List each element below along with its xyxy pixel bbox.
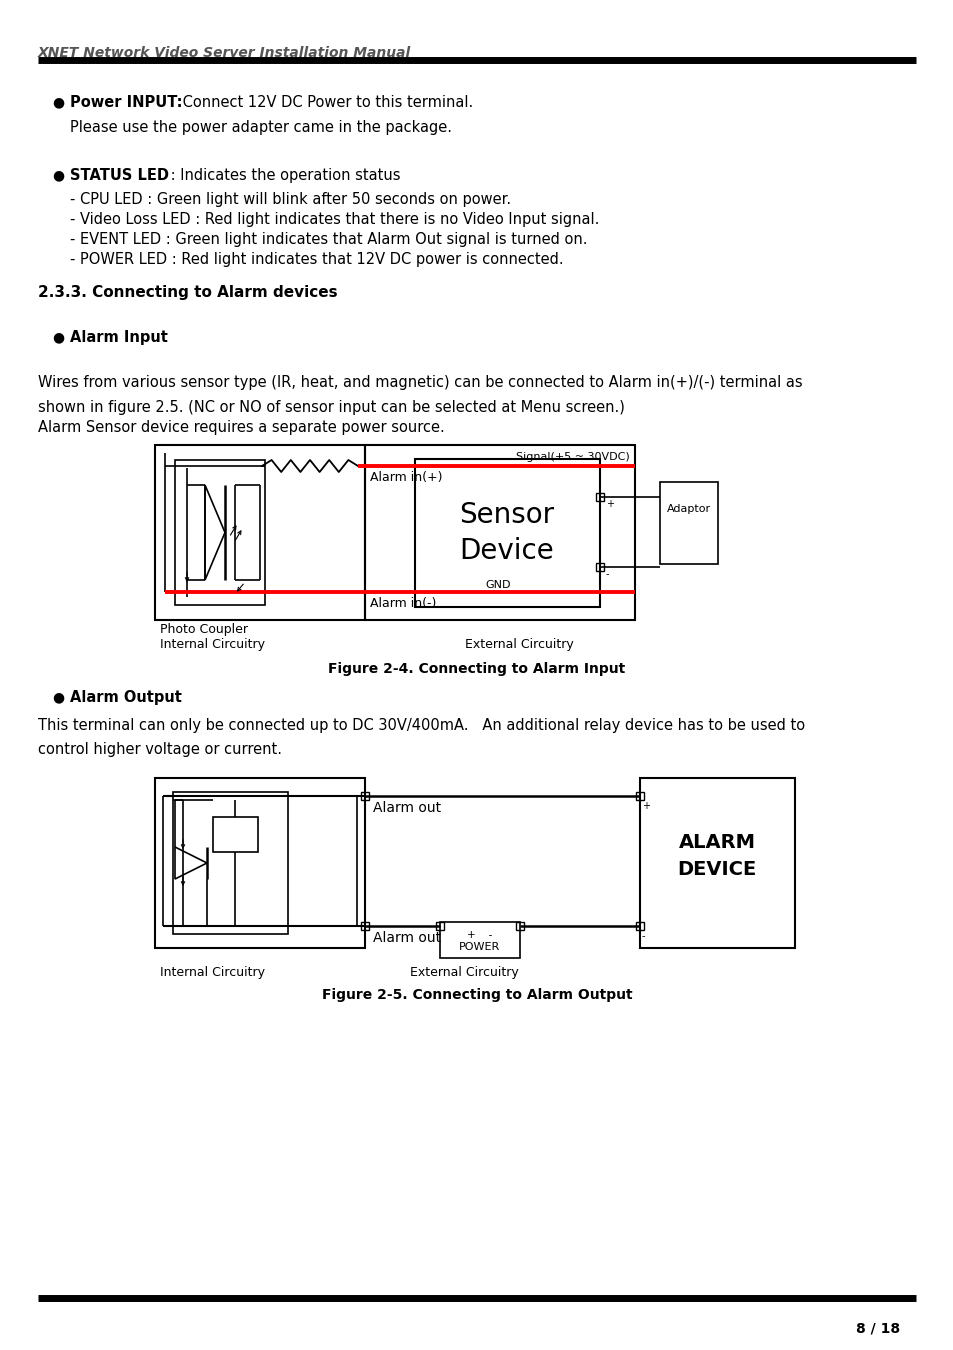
Bar xyxy=(596,493,603,501)
Text: control higher voltage or current.: control higher voltage or current. xyxy=(38,743,282,757)
Bar xyxy=(636,792,643,801)
Bar xyxy=(360,792,369,801)
Text: POWER: POWER xyxy=(459,942,500,952)
Bar xyxy=(154,778,365,948)
Text: Alarm Sensor device requires a separate power source.: Alarm Sensor device requires a separate … xyxy=(38,420,444,435)
Bar xyxy=(516,922,523,930)
Text: -: - xyxy=(605,568,609,579)
Text: Photo Coupler: Photo Coupler xyxy=(160,622,248,636)
Text: Device: Device xyxy=(459,537,554,566)
Text: ●: ● xyxy=(52,95,64,109)
Bar xyxy=(636,922,643,930)
Bar xyxy=(172,792,288,934)
Text: shown in figure 2.5. (NC or NO of sensor input can be selected at Menu screen.): shown in figure 2.5. (NC or NO of sensor… xyxy=(38,400,624,414)
Text: Power INPUT:: Power INPUT: xyxy=(70,95,182,109)
Text: Adaptor: Adaptor xyxy=(666,504,710,514)
Text: - POWER LED : Red light indicates that 12V DC power is connected.: - POWER LED : Red light indicates that 1… xyxy=(70,252,563,267)
Text: Figure 2-5. Connecting to Alarm Output: Figure 2-5. Connecting to Alarm Output xyxy=(321,988,632,1002)
Bar xyxy=(213,817,257,852)
Text: ALARM: ALARM xyxy=(678,833,755,852)
Text: +: + xyxy=(605,500,614,509)
Bar xyxy=(360,922,369,930)
Bar xyxy=(639,778,794,948)
Text: Alarm Output: Alarm Output xyxy=(70,690,182,705)
Text: GND: GND xyxy=(484,580,510,590)
Text: Please use the power adapter came in the package.: Please use the power adapter came in the… xyxy=(70,120,452,135)
Text: This terminal can only be connected up to DC 30V/400mA.   An additional relay de: This terminal can only be connected up t… xyxy=(38,718,804,733)
Bar xyxy=(415,459,599,608)
Text: Alarm in(-): Alarm in(-) xyxy=(370,597,436,610)
Text: -: - xyxy=(641,931,645,941)
Text: - Video Loss LED : Red light indicates that there is no Video Input signal.: - Video Loss LED : Red light indicates t… xyxy=(70,212,598,227)
Text: Internal Circuitry: Internal Circuitry xyxy=(160,967,265,979)
Text: External Circuitry: External Circuitry xyxy=(464,639,573,651)
Text: Wires from various sensor type (IR, heat, and magnetic) can be connected to Alar: Wires from various sensor type (IR, heat… xyxy=(38,375,801,390)
Text: DEVICE: DEVICE xyxy=(677,860,756,879)
Text: Figure 2-4. Connecting to Alarm Input: Figure 2-4. Connecting to Alarm Input xyxy=(328,662,625,676)
Text: Signal(+5 ~ 30VDC): Signal(+5 ~ 30VDC) xyxy=(516,452,629,462)
Bar xyxy=(659,482,718,564)
Text: ●: ● xyxy=(52,329,64,344)
Bar xyxy=(365,446,635,620)
Text: External Circuitry: External Circuitry xyxy=(410,967,518,979)
Text: ●: ● xyxy=(52,167,64,182)
Text: Sensor: Sensor xyxy=(459,501,554,529)
Text: - CPU LED : Green light will blink after 50 seconds on power.: - CPU LED : Green light will blink after… xyxy=(70,192,511,207)
Text: ●: ● xyxy=(52,690,64,703)
Text: Connect 12V DC Power to this terminal.: Connect 12V DC Power to this terminal. xyxy=(178,95,473,109)
Bar xyxy=(439,922,519,958)
Text: : Indicates the operation status: : Indicates the operation status xyxy=(166,167,400,184)
Text: Alarm Input: Alarm Input xyxy=(70,329,168,346)
Text: - EVENT LED : Green light indicates that Alarm Out signal is turned on.: - EVENT LED : Green light indicates that… xyxy=(70,232,587,247)
Bar xyxy=(154,446,365,620)
Text: +    -: + - xyxy=(467,930,492,940)
Text: 2.3.3. Connecting to Alarm devices: 2.3.3. Connecting to Alarm devices xyxy=(38,285,337,300)
Text: STATUS LED: STATUS LED xyxy=(70,167,169,184)
Text: XNET Network Video Server Installation Manual: XNET Network Video Server Installation M… xyxy=(38,46,411,59)
Text: Alarm out: Alarm out xyxy=(373,801,440,815)
Bar xyxy=(596,563,603,571)
Text: +: + xyxy=(641,801,649,811)
Text: Alarm in(+): Alarm in(+) xyxy=(370,471,442,485)
Text: Alarm out: Alarm out xyxy=(373,931,440,945)
Text: Internal Circuitry: Internal Circuitry xyxy=(160,639,265,651)
Text: 8 / 18: 8 / 18 xyxy=(855,1322,899,1336)
Bar xyxy=(436,922,443,930)
Bar xyxy=(174,460,265,605)
